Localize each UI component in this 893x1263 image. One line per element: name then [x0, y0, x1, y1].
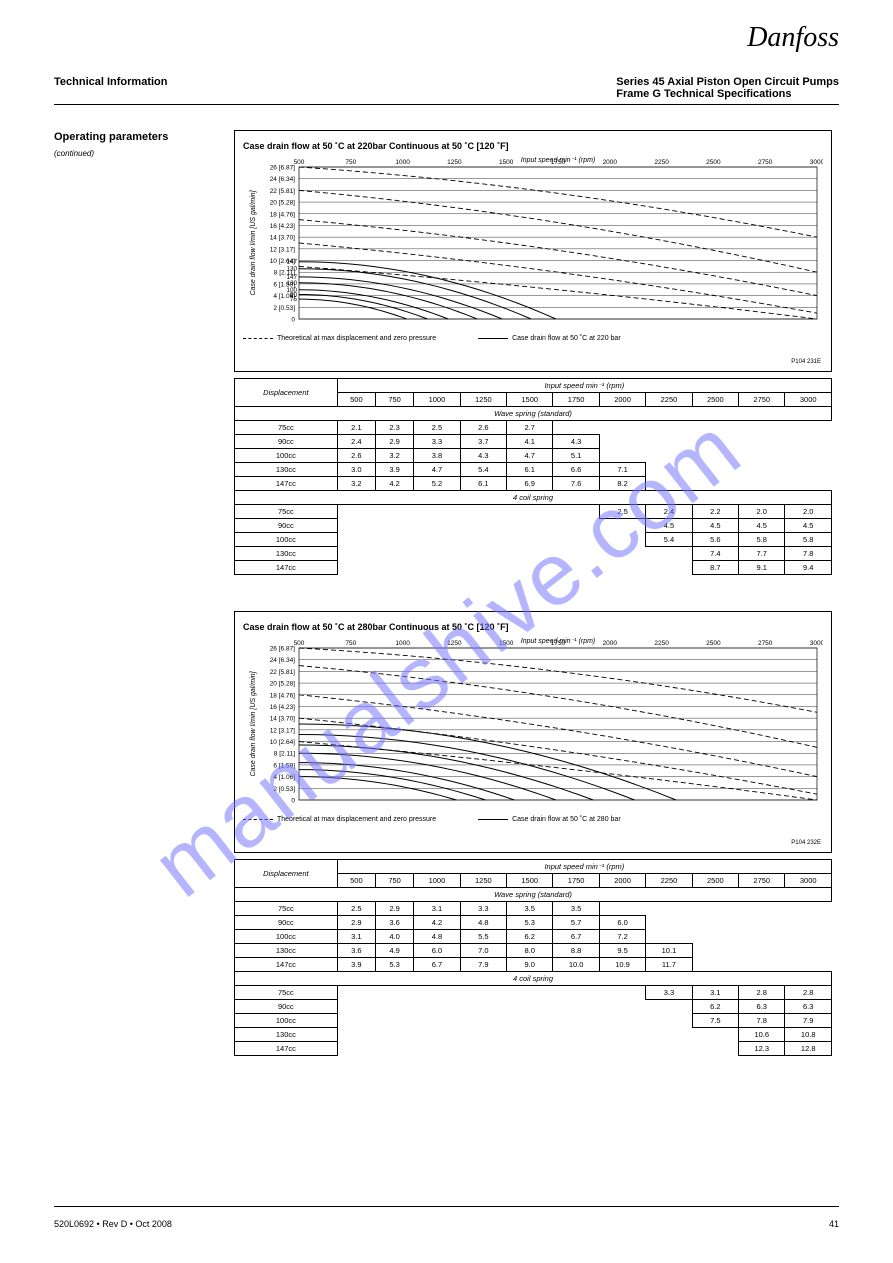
svg-text:500: 500: [294, 640, 305, 647]
svg-text:1500: 1500: [499, 640, 514, 647]
footer: 520L0692 • Rev D • Oct 2008 41: [54, 1219, 839, 1229]
svg-text:22 [5.81]: 22 [5.81]: [270, 669, 295, 676]
svg-text:2750: 2750: [758, 640, 773, 647]
svg-text:130: 130: [286, 266, 297, 273]
svg-text:2 [0.53]: 2 [0.53]: [273, 305, 295, 312]
svg-text:147: 147: [286, 259, 297, 266]
svg-text:26 [6.87]: 26 [6.87]: [270, 646, 295, 653]
svg-text:2000: 2000: [603, 640, 618, 647]
legend-solid-2: Case drain flow at 50 ˚C at 280 bar: [512, 816, 621, 823]
chart-1-code: P104 231E: [791, 359, 821, 365]
svg-text:2500: 2500: [706, 159, 721, 166]
table-1-rows2: 75cc2.52.42.22.02.090cc4.54.54.54.5100cc…: [235, 505, 832, 575]
svg-text:14 [3.70]: 14 [3.70]: [270, 716, 295, 723]
svg-text:3000: 3000: [810, 640, 823, 647]
svg-text:12 [3.17]: 12 [3.17]: [270, 246, 295, 253]
table-2-wave-label: Wave spring (standard): [235, 888, 832, 902]
footer-left: 520L0692 • Rev D • Oct 2008: [54, 1219, 172, 1229]
svg-text:2750: 2750: [758, 159, 773, 166]
chart-1: Case drain flow at 50 ˚C at 220bar Conti…: [234, 130, 832, 372]
chart-1-svg: 02 [0.53]4 [1.06]6 [1.59]8 [2.11]10 [2.6…: [243, 153, 823, 331]
table-2-rows: 75cc2.52.93.13.33.53.590cc2.93.64.24.85.…: [235, 902, 832, 972]
chart-1-title: Case drain flow at 50 ˚C at 220bar Conti…: [243, 141, 823, 151]
svg-text:24 [6.34]: 24 [6.34]: [270, 657, 295, 664]
solid-icon: [478, 338, 508, 339]
footer-rule: [54, 1206, 839, 1207]
svg-text:16 [4.23]: 16 [4.23]: [270, 223, 295, 230]
side-sub-1: (continued): [54, 149, 234, 159]
svg-text:2000: 2000: [603, 159, 618, 166]
svg-text:147: 147: [286, 274, 297, 281]
svg-text:Input speed min⁻¹ (rpm): Input speed min⁻¹ (rpm): [521, 157, 596, 164]
svg-text:2 [0.53]: 2 [0.53]: [273, 786, 295, 793]
svg-text:2250: 2250: [654, 159, 669, 166]
svg-text:1250: 1250: [447, 159, 462, 166]
svg-text:18 [4.76]: 18 [4.76]: [270, 692, 295, 699]
svg-text:0: 0: [291, 798, 295, 805]
svg-text:1000: 1000: [395, 640, 410, 647]
chart-1-legend: Theoretical at max displacement and zero…: [243, 335, 823, 342]
legend-dash-2: Theoretical at max displacement and zero…: [277, 816, 436, 823]
chart-2-title: Case drain flow at 50 ˚C at 280bar Conti…: [243, 622, 823, 632]
legend-dash-1: Theoretical at max displacement and zero…: [277, 335, 436, 342]
svg-text:100: 100: [286, 287, 297, 294]
svg-text:0: 0: [291, 317, 295, 324]
svg-text:18 [4.76]: 18 [4.76]: [270, 211, 295, 218]
svg-text:26 [6.87]: 26 [6.87]: [270, 165, 295, 172]
table-1: Displacement Input speed min⁻¹ (rpm) 500…: [234, 378, 832, 575]
svg-text:12 [3.17]: 12 [3.17]: [270, 727, 295, 734]
svg-text:500: 500: [294, 159, 305, 166]
header-rule: [54, 104, 839, 105]
svg-text:16 [4.23]: 16 [4.23]: [270, 704, 295, 711]
svg-text:8 [2.11]: 8 [2.11]: [274, 751, 295, 758]
svg-text:6 [1.59]: 6 [1.59]: [273, 762, 295, 769]
table-1-rows: 75cc2.12.32.52.62.790cc2.42.93.33.74.14.…: [235, 421, 832, 491]
logo: Danfoss: [747, 22, 839, 54]
svg-text:750: 750: [345, 159, 356, 166]
chart-2-code: P104 232E: [791, 840, 821, 846]
svg-text:Input speed min⁻¹ (rpm): Input speed min⁻¹ (rpm): [521, 638, 596, 645]
block-2: Case drain flow at 50 ˚C at 280bar Conti…: [54, 611, 839, 1056]
dash-icon: [243, 819, 273, 820]
table-1-header: Displacement Input speed min⁻¹ (rpm): [235, 379, 832, 393]
svg-text:20 [5.28]: 20 [5.28]: [270, 200, 295, 207]
dash-icon: [243, 338, 273, 339]
solid-icon: [478, 819, 508, 820]
chart-2: Case drain flow at 50 ˚C at 280bar Conti…: [234, 611, 832, 853]
table-2-disp-label: Displacement: [235, 860, 338, 888]
table-2-coil-label: 4 coil spring: [235, 972, 832, 986]
table-1-wave-label: Wave spring (standard): [235, 407, 832, 421]
table-2-speed-label: Input speed min⁻¹ (rpm): [337, 860, 831, 874]
table-1-coil-label: 4 coil spring: [235, 491, 832, 505]
svg-text:1000: 1000: [395, 159, 410, 166]
table-2: Displacement Input speed min⁻¹ (rpm) 500…: [234, 859, 832, 1056]
side-title-1: Operating parameters: [54, 131, 168, 143]
legend-solid-1: Case drain flow at 50 ˚C at 220 bar: [512, 335, 621, 342]
svg-text:24 [6.34]: 24 [6.34]: [270, 176, 295, 183]
svg-text:1500: 1500: [499, 159, 514, 166]
svg-text:14 [3.70]: 14 [3.70]: [270, 235, 295, 242]
heading-left: Technical Information: [54, 76, 167, 88]
svg-text:2500: 2500: [706, 640, 721, 647]
chart-2-svg: 0 2 [0.53] 4 [1.06] 6 [1.59] 8 [2.11] 10 [2.6…: [243, 634, 823, 812]
table-1-speed-label: Input speed min⁻¹ (rpm): [337, 379, 831, 393]
svg-text:Case drain flow l/min [US gal/: Case drain flow l/min [US gal/min]: [250, 670, 257, 776]
svg-text:1250: 1250: [447, 640, 462, 647]
svg-text:2250: 2250: [654, 640, 669, 647]
block-1: Operating parameters (continued) Case dr…: [54, 130, 839, 575]
svg-text:Case drain flow l/min [US gal/: Case drain flow l/min [US gal/min]: [250, 189, 257, 295]
svg-text:10 [2.64]: 10 [2.64]: [270, 739, 295, 746]
svg-text:3000: 3000: [810, 159, 823, 166]
table-2-rows2: 75cc3.33.12.82.890cc6.26.36.3100cc7.57.8…: [235, 986, 832, 1056]
heading-right: Series 45 Axial Piston Open Circuit Pump…: [616, 76, 839, 100]
table-2-header: Displacement Input speed min⁻¹ (rpm): [235, 860, 832, 874]
svg-text:22 [5.81]: 22 [5.81]: [270, 188, 295, 195]
chart-2-legend: Theoretical at max displacement and zero…: [243, 816, 823, 823]
svg-text:20 [5.28]: 20 [5.28]: [270, 681, 295, 688]
side-label-1: Operating parameters (continued): [54, 130, 234, 160]
table-1-disp-label: Displacement: [235, 379, 338, 407]
svg-text:750: 750: [345, 640, 356, 647]
svg-text:4 [1.06]: 4 [1.06]: [273, 774, 295, 781]
footer-right: 41: [829, 1219, 839, 1229]
